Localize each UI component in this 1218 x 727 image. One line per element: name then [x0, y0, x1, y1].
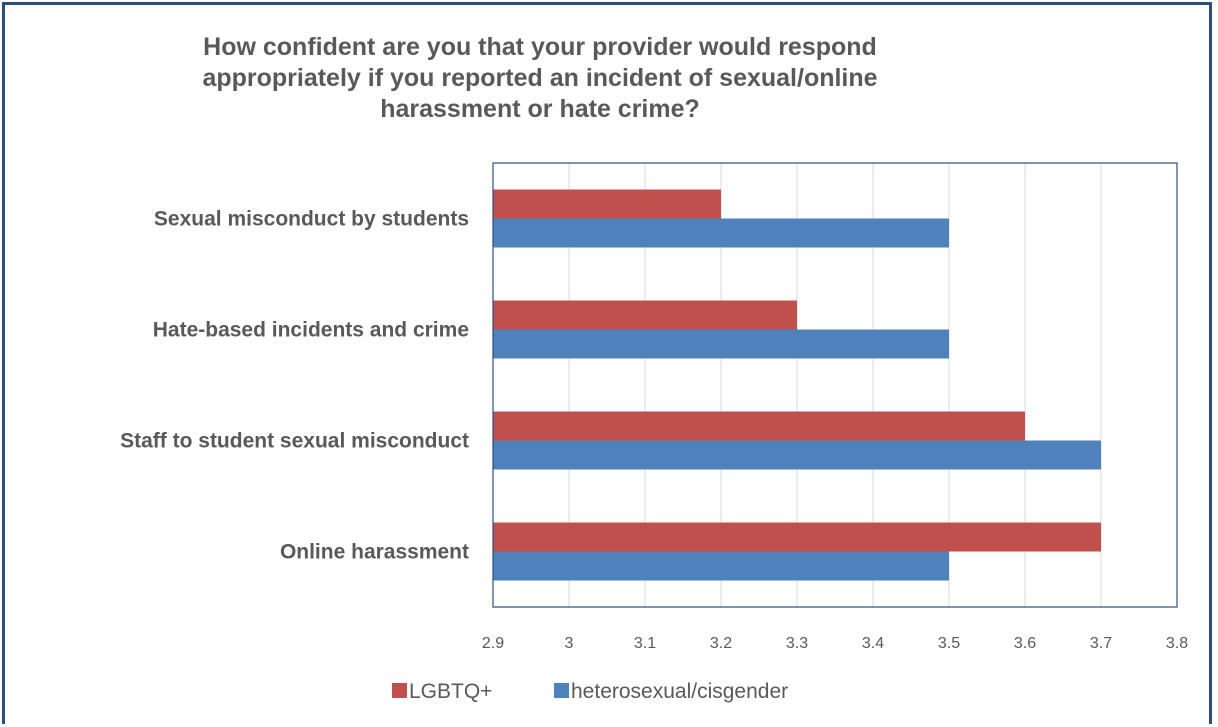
legend-swatch	[392, 683, 407, 698]
x-tick-label: 3.6	[1014, 635, 1036, 652]
x-tick-label: 2.9	[482, 635, 504, 652]
x-tick-label: 3.5	[938, 635, 960, 652]
legend-label: heterosexual/cisgender	[571, 680, 788, 703]
category-label: Online harassment	[280, 541, 469, 564]
chart-title: How confident are you that your provider…	[202, 33, 878, 123]
bars	[493, 189, 1101, 581]
x-tick-label: 3.8	[1166, 635, 1188, 652]
category-label: Staff to student sexual misconduct	[120, 430, 469, 453]
legend: LGBTQ+ heterosexual/cisgender	[392, 680, 788, 703]
category-label: Hate-based incidents and crime	[153, 319, 469, 342]
x-tick-label: 3	[565, 635, 574, 652]
x-tick-label: 3.2	[710, 635, 732, 652]
bar-heterosexual-1	[493, 329, 949, 359]
x-tick-label: 3.4	[862, 635, 884, 652]
x-tick-label: 3.3	[786, 635, 808, 652]
legend-label: LGBTQ+	[409, 680, 492, 703]
x-tick-label: 3.7	[1090, 635, 1112, 652]
x-tick-label: 3.1	[634, 635, 656, 652]
bar-lgbtq-3	[493, 522, 1101, 552]
legend-swatch	[554, 683, 569, 698]
plot-border	[492, 162, 1178, 608]
bar-lgbtq-2	[493, 411, 1025, 441]
bar-heterosexual-0	[493, 218, 949, 248]
category-labels: Sexual misconduct by students Hate-based …	[120, 208, 469, 564]
bar-heterosexual-3	[493, 551, 949, 581]
category-label: Sexual misconduct by students	[154, 208, 469, 231]
bar-lgbtq-1	[493, 300, 797, 330]
bar-heterosexual-2	[493, 440, 1101, 470]
tick-labels: 2.9 3 3.1 3.2 3.3 3.4 3.5 3.6 3.7 3.8	[482, 635, 1188, 652]
bar-lgbtq-0	[493, 189, 721, 219]
plot-area-border	[492, 162, 1178, 608]
